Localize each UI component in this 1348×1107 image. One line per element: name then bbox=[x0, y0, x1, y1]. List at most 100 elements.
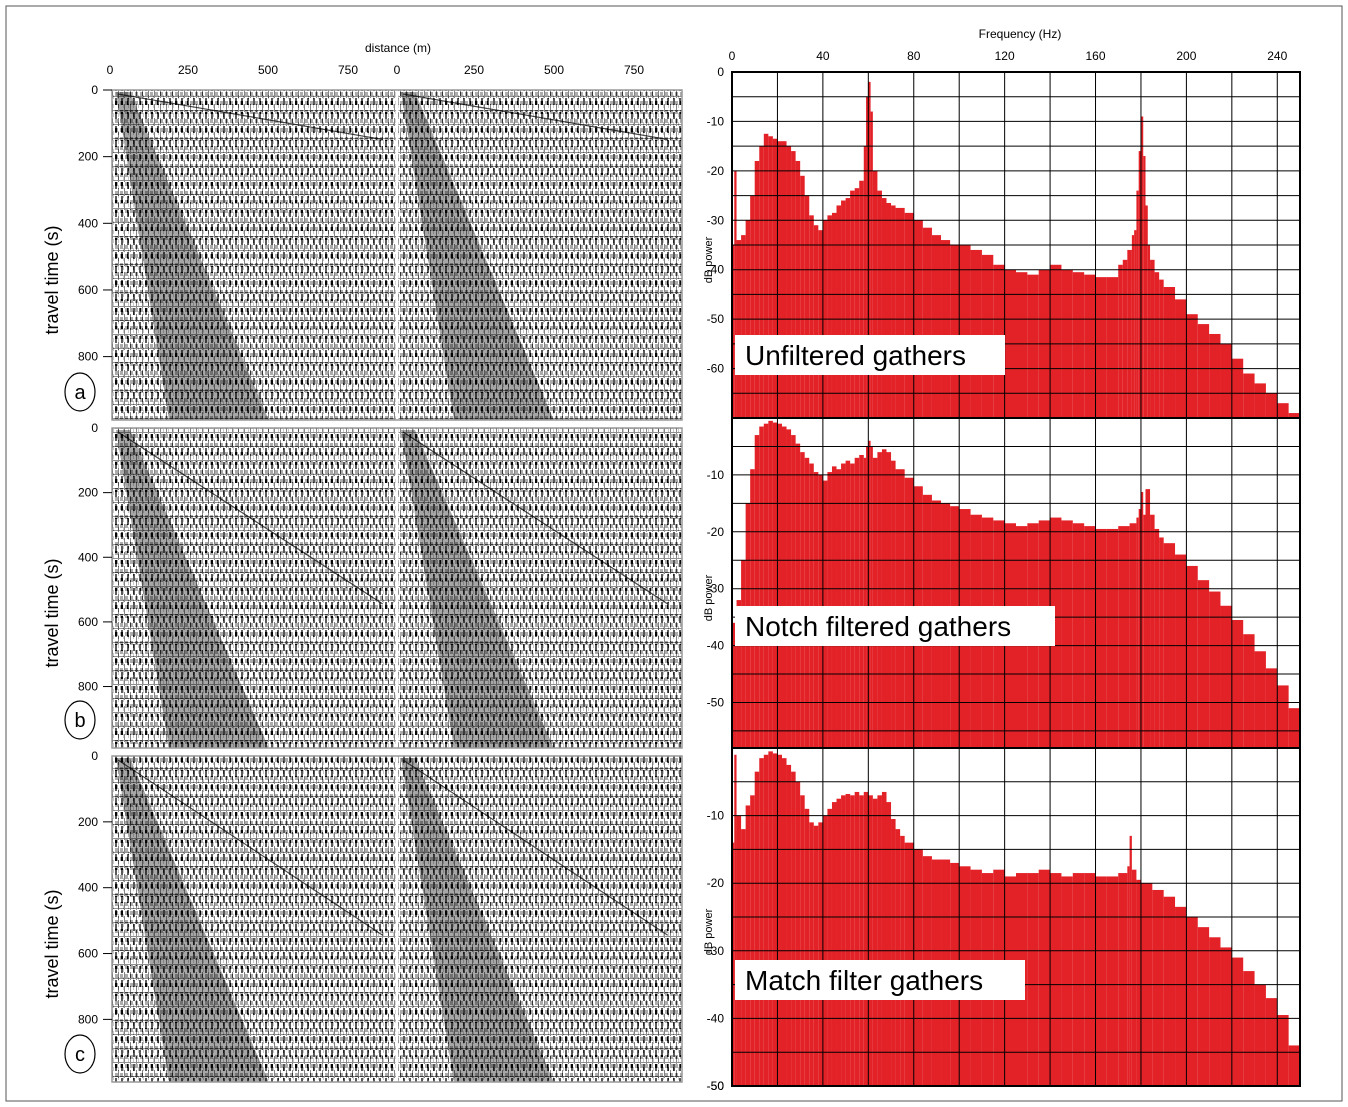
spectrum-bar bbox=[868, 440, 871, 748]
spectrum-y-tick-label: -40 bbox=[707, 1011, 725, 1025]
spectrum-caption-box bbox=[735, 960, 1025, 1000]
spectrum-bar bbox=[1147, 245, 1151, 418]
spectrum-bar bbox=[732, 245, 735, 418]
spectrum-bar bbox=[1127, 866, 1130, 1086]
seismic-panel-notch: travel time (s) 200 400 600 800 0 b bbox=[42, 421, 683, 749]
spectrum-bar bbox=[781, 426, 787, 748]
spectrum-x-tick-label: 80 bbox=[907, 49, 921, 63]
spectrum-bar bbox=[1084, 526, 1096, 748]
spectrum-bar bbox=[759, 146, 764, 418]
spectrum-bar bbox=[1145, 205, 1148, 418]
spectrum-bar bbox=[772, 422, 778, 748]
seismic-y-tick-label: 0 bbox=[91, 83, 98, 97]
spectrum-border bbox=[731, 747, 1301, 1087]
spectrum-bar bbox=[872, 798, 878, 1086]
spectrum-bar bbox=[1095, 876, 1107, 1086]
seismic-x-tick-label: 250 bbox=[178, 63, 198, 77]
seismic-y-tick-label: 800 bbox=[78, 680, 98, 694]
spectrum-bar bbox=[750, 795, 755, 1086]
spectrum-bar bbox=[831, 802, 837, 1086]
spectrum-bar bbox=[836, 205, 842, 418]
spectrum-y-tick-label: 0 bbox=[717, 65, 724, 79]
spectrum-bar bbox=[1265, 668, 1278, 748]
spectrum-bar bbox=[809, 463, 814, 748]
spectrum-bar bbox=[1118, 526, 1130, 748]
spectrum-bar bbox=[1143, 514, 1146, 748]
spectrum-bar bbox=[818, 822, 823, 1086]
seismic-y-tick-label: 600 bbox=[78, 947, 98, 961]
spectrum-bar bbox=[1095, 277, 1107, 418]
spectrum-caption-box bbox=[735, 606, 1055, 646]
spectrum-bar bbox=[1220, 605, 1232, 748]
spectrum-x-tick-label: 200 bbox=[1176, 49, 1196, 63]
spectrum-bar bbox=[1288, 708, 1300, 748]
spectrum-bar bbox=[777, 141, 782, 418]
spectrum-y-tick-label: -40 bbox=[707, 639, 725, 653]
spectrum-bar bbox=[836, 798, 842, 1086]
spectrum-bar bbox=[1016, 272, 1028, 418]
spectrum-bar bbox=[750, 195, 755, 418]
spectrum-y-tick-label: -50 bbox=[707, 1079, 725, 1093]
spectrum-bar bbox=[795, 781, 801, 1086]
seismic-first-arrival-1 bbox=[116, 92, 269, 420]
spectrum-bar bbox=[866, 446, 869, 748]
spectrum-bar bbox=[1159, 537, 1164, 748]
spectrum-y-tick-label: -50 bbox=[707, 1079, 725, 1093]
spectrum-bar bbox=[895, 829, 901, 1086]
spectrum-bar bbox=[1084, 873, 1096, 1086]
spectrum-caption: Notch filtered gathers bbox=[745, 611, 1011, 642]
spectrum-bar bbox=[1175, 906, 1187, 1086]
seismic-panel-border bbox=[111, 755, 683, 1083]
spectrum-bar bbox=[732, 842, 735, 1086]
spectrum-bar bbox=[1197, 324, 1210, 418]
seismic-first-arrival-1 bbox=[116, 758, 269, 1082]
spectrum-panels: 0 -10 -20 -30 -40 -50 -60 0 40 80 120 160 200 240 dB p… bbox=[703, 49, 1301, 1093]
spectrum-bar bbox=[1072, 272, 1085, 418]
seismic-ylabel: travel time (s) bbox=[42, 558, 62, 667]
spectrum-bar bbox=[1277, 685, 1289, 748]
panel-letter-circle bbox=[64, 372, 96, 412]
seismic-panel-border bbox=[111, 427, 683, 749]
spectrum-bar bbox=[1197, 580, 1210, 748]
spectrum-x-tick-label: 40 bbox=[816, 49, 830, 63]
spectrum-bar bbox=[881, 791, 887, 1086]
panel-letter: a bbox=[74, 382, 86, 404]
spectrum-bar bbox=[863, 146, 867, 418]
spectrum-bar bbox=[922, 227, 932, 418]
seismic-reflection-line bbox=[117, 431, 384, 605]
spectrum-bar bbox=[745, 805, 751, 1086]
spectrum-bar bbox=[1231, 957, 1244, 1086]
spectrum-bar bbox=[1231, 358, 1244, 418]
spectrum-bar bbox=[809, 215, 814, 418]
spectrum-panel-unfiltered: 0 -10 -20 -30 -40 -50 -60 0 40 80 120 160 200 240 dB p… bbox=[703, 49, 1301, 419]
spectrum-y-tick-label: -50 bbox=[707, 312, 725, 326]
spectrum-bar bbox=[866, 96, 869, 418]
spectrum-xlabel: Frequency (Hz) bbox=[979, 27, 1062, 41]
seismic-x-tick-label: 0 bbox=[107, 63, 114, 77]
spectrum-bar bbox=[800, 452, 805, 748]
seismic-panel-border bbox=[111, 89, 683, 421]
spectrum-bar bbox=[841, 200, 846, 418]
spectrum-bar bbox=[763, 133, 769, 419]
spectrum-bar bbox=[1136, 517, 1139, 748]
seismic-x-tick-label: 500 bbox=[544, 63, 564, 77]
spectrum-bar bbox=[1220, 947, 1232, 1086]
spectrum-bar bbox=[768, 751, 773, 1086]
spectrum-bar bbox=[734, 754, 737, 1086]
spectrum-x-tick-label: 160 bbox=[1086, 49, 1106, 63]
spectrum-bar bbox=[1145, 489, 1151, 748]
spectrum-bar bbox=[818, 230, 823, 418]
spectrum-bar bbox=[1209, 937, 1221, 1086]
spectrum-caption: Match filter gathers bbox=[745, 965, 983, 996]
spectrum-bar bbox=[827, 215, 832, 418]
spectrum-bar bbox=[1231, 619, 1244, 748]
spectrum-bar bbox=[732, 622, 737, 748]
spectrum-bar bbox=[736, 240, 742, 418]
seismic-reflection-line bbox=[402, 93, 668, 141]
spectrum-bar bbox=[1136, 190, 1139, 418]
spectrum-bar bbox=[772, 138, 778, 418]
spectrum-bar bbox=[1175, 299, 1187, 418]
spectrum-bar bbox=[1118, 873, 1128, 1086]
figure-frame bbox=[5, 5, 1343, 1102]
